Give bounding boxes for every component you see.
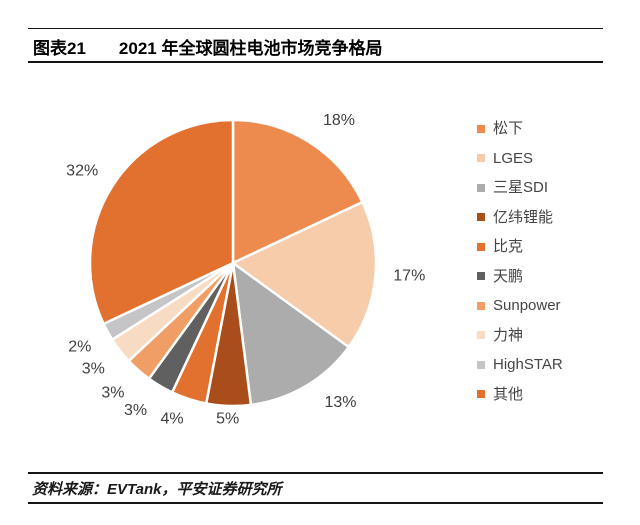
- pie-data-label-6: 3%: [101, 385, 124, 402]
- legend-item-7: 力神: [477, 326, 563, 345]
- legend-swatch-icon: [477, 124, 485, 133]
- chart-legend: 松下 LGES 三星SDI 亿纬锂能比克天鹏 Sunpower 力神 HighSTAR 其他: [477, 119, 563, 414]
- figure-number-label: 图表21: [33, 39, 86, 58]
- pie-data-label-2: 13%: [324, 394, 356, 411]
- pie-data-label-7: 3%: [82, 361, 105, 378]
- legend-item-8: HighSTAR: [477, 355, 563, 374]
- pie-data-label-4: 4%: [161, 410, 184, 427]
- footer-rule-top: [28, 472, 603, 474]
- legend-label: 比克: [493, 238, 524, 255]
- legend-item-5: 天鹏: [477, 267, 563, 286]
- legend-swatch-icon: [477, 390, 485, 398]
- footer-rule-bottom: [28, 502, 603, 504]
- legend-swatch-icon: [477, 301, 485, 310]
- header-rule-top: [28, 28, 603, 29]
- legend-label: 力神: [493, 326, 524, 344]
- pie-slice-0: [231, 118, 365, 265]
- legend-item-2: 三星SDI: [477, 178, 563, 197]
- legend-label: 三星SDI: [493, 179, 549, 196]
- legend-label: 其他: [493, 385, 524, 403]
- source-note: 资料来源：EVTank，平安证券研究所: [32, 481, 282, 498]
- legend-item-1: LGES: [477, 149, 563, 168]
- legend-item-4: 比克: [477, 237, 563, 256]
- figure-title: 2021 年全球圆柱电池市场竞争格局: [118, 39, 383, 58]
- legend-swatch-icon: [477, 154, 485, 162]
- pie-slice-2: [231, 260, 351, 407]
- legend-label: HighSTAR: [493, 356, 563, 373]
- legend-swatch-icon: [477, 360, 485, 369]
- legend-swatch-icon: [477, 213, 485, 221]
- pie-data-label-9: 32%: [66, 163, 98, 180]
- pie-slice-9: [88, 118, 235, 326]
- legend-swatch-icon: [477, 331, 485, 339]
- pie-data-label-3: 5%: [216, 411, 239, 428]
- legend-label: 天鹏: [493, 267, 524, 285]
- header-rule-bottom: [28, 61, 603, 63]
- pie-data-label-5: 3%: [124, 402, 147, 419]
- pie-data-label-1: 17%: [393, 267, 425, 284]
- legend-item-0: 松下: [477, 119, 563, 138]
- legend-item-6: Sunpower: [477, 296, 563, 315]
- pie-data-label-0: 18%: [323, 112, 355, 129]
- legend-label: 松下: [493, 120, 524, 137]
- legend-swatch-icon: [477, 242, 485, 251]
- legend-label: LGES: [493, 149, 534, 167]
- legend-swatch-icon: [477, 272, 485, 280]
- figure-header: 图表21 2021 年全球圆柱电池市场竞争格局: [33, 34, 382, 59]
- pie-data-label-8: 2%: [68, 339, 91, 356]
- legend-label: Sunpower: [493, 297, 561, 314]
- legend-item-9: 其他: [477, 385, 563, 404]
- pie-slice-1: [230, 200, 378, 349]
- legend-swatch-icon: [477, 183, 485, 192]
- legend-label: 亿纬锂能: [493, 208, 554, 226]
- pie-chart: 18%17%13%5%4%3%3%3%2%32%: [66, 112, 425, 428]
- legend-item-3: 亿纬锂能: [477, 208, 563, 227]
